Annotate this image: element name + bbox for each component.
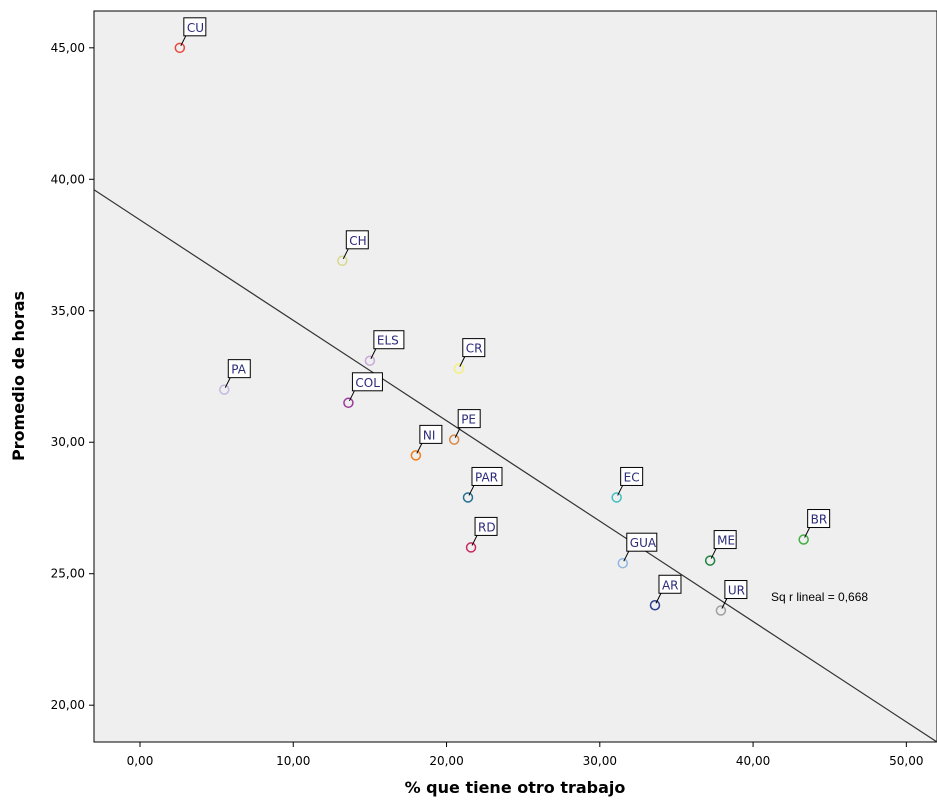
point-marker <box>410 450 422 461</box>
point-marker <box>465 542 477 553</box>
point-marker <box>364 355 376 366</box>
y-tick-label: 25,00 <box>51 567 85 581</box>
point-label: CU <box>187 21 204 35</box>
point-marker <box>798 534 809 545</box>
y-axis-title: Promedio de horas <box>9 291 28 461</box>
point-label-box <box>351 372 383 392</box>
data-point-ch: CH <box>337 230 369 267</box>
data-point-pa: PA <box>219 359 251 395</box>
point-label-box <box>471 466 503 486</box>
point-marker <box>219 384 230 395</box>
fit-annotation: Sq r lineal = 0,668 <box>771 590 868 604</box>
data-point-col: COL <box>343 372 383 409</box>
axis-ticks: 0,00 10,00 20,00 30,00 40,00 50,00 20,00 25,00 3… <box>51 41 924 768</box>
point-label-box <box>227 359 251 379</box>
x-tick-label: 0,00 <box>127 754 154 768</box>
y-tick-label: 40,00 <box>51 172 85 186</box>
data-point-par: PAR <box>462 466 503 503</box>
data-point-gua: GUA <box>617 532 658 569</box>
point-label: CH <box>349 234 366 248</box>
point-label-box <box>626 532 658 552</box>
data-point-ec: EC <box>611 466 644 503</box>
data-point-me: ME <box>704 530 737 566</box>
plot-area <box>93 10 937 743</box>
y-tick-label: 20,00 <box>51 698 85 712</box>
y-tick-label: 35,00 <box>51 304 85 318</box>
y-tick-label: 30,00 <box>51 435 85 449</box>
point-label-box <box>419 424 443 444</box>
point-marker <box>617 557 629 569</box>
point-marker <box>462 492 474 503</box>
point-label-box <box>373 330 405 350</box>
x-axis-title: % que tiene otro trabajo <box>405 778 626 797</box>
x-tick-label: 20,00 <box>429 754 463 768</box>
point-label: COL <box>355 376 380 390</box>
fit-line <box>93 189 937 743</box>
data-point-rd: RD <box>465 516 498 553</box>
point-label-box <box>462 338 486 358</box>
data-point-cu: CU <box>174 17 207 54</box>
point-label-box <box>474 516 498 536</box>
point-marker <box>715 605 727 616</box>
data-point-cr: CR <box>453 338 486 374</box>
point-label-box <box>713 530 737 550</box>
data-point-pe: PE <box>448 409 481 445</box>
point-label: CR <box>466 342 483 356</box>
point-label-box <box>457 409 481 429</box>
point-label: GUA <box>630 536 657 550</box>
point-label-box <box>724 580 748 600</box>
point-marker <box>704 555 716 566</box>
point-marker <box>453 363 465 374</box>
point-label: RD <box>478 520 496 534</box>
point-label: EC <box>624 470 640 484</box>
point-label: BR <box>811 513 828 527</box>
data-point-ur: UR <box>715 580 748 616</box>
point-label: PA <box>231 363 246 377</box>
point-label-box <box>183 17 207 37</box>
data-point-ni: NI <box>410 424 443 461</box>
point-marker <box>337 255 348 267</box>
data-point-els: ELS <box>364 330 405 366</box>
x-tick-label: 40,00 <box>736 754 770 768</box>
point-label: ME <box>717 534 735 548</box>
point-marker <box>448 434 460 445</box>
point-marker <box>343 397 354 409</box>
point-label-box <box>807 509 831 529</box>
point-label: PE <box>461 413 476 427</box>
x-tick-label: 30,00 <box>583 754 617 768</box>
point-label: NI <box>423 428 436 442</box>
point-marker <box>649 600 661 611</box>
point-label: PAR <box>475 470 498 484</box>
point-label-box <box>658 574 682 594</box>
point-label: AR <box>662 578 679 592</box>
data-points: CU CH ELS CR PA COL PE NI PAR EC RD GUA ME BR AR UR <box>174 17 831 616</box>
point-marker <box>174 42 186 54</box>
point-label: ELS <box>377 334 399 348</box>
y-tick-label: 45,00 <box>51 41 85 55</box>
point-marker <box>611 492 622 503</box>
point-label: UR <box>728 584 745 598</box>
point-label-box <box>345 230 369 250</box>
x-tick-label: 50,00 <box>889 754 923 768</box>
data-point-ar: AR <box>649 574 682 611</box>
data-point-br: BR <box>798 509 831 545</box>
point-label-box <box>620 466 644 486</box>
x-tick-label: 10,00 <box>276 754 310 768</box>
